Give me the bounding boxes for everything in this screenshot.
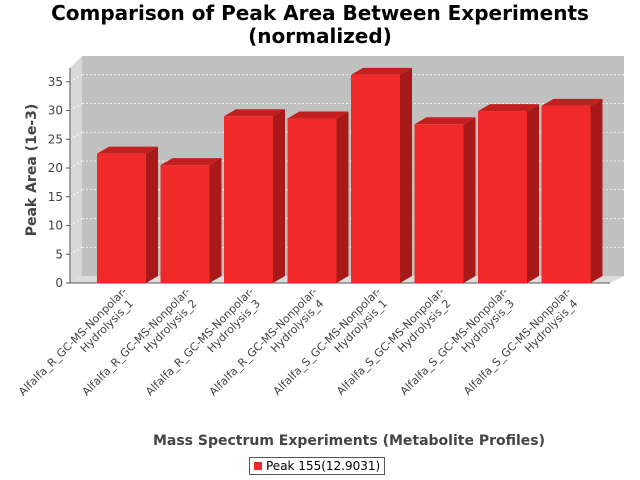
bar-side <box>400 67 412 283</box>
bar-front <box>351 74 400 283</box>
bar-side <box>590 98 603 284</box>
bar-top <box>287 111 349 119</box>
x-tick-label: Alfalfa_S_GC-MS-Nonpolar-Hydrolysis_1 <box>271 285 393 407</box>
bar <box>287 111 349 283</box>
bar-top <box>478 104 539 112</box>
bar-front <box>287 118 337 283</box>
bar-side <box>527 104 539 283</box>
bar-top <box>414 117 476 125</box>
y-tick-label: 20 <box>48 161 63 175</box>
bar-side <box>146 146 158 283</box>
bar <box>224 109 285 283</box>
bar <box>414 117 476 283</box>
x-tick-label: Alfalfa_R_GC-MS-Nonpolar-Hydrolysis_2 <box>80 285 203 408</box>
bars <box>97 67 603 284</box>
y-tick-label: 35 <box>48 75 63 89</box>
x-tick-label: Alfalfa_S_GC-MS-Nonpolar-Hydrolysis_4 <box>461 285 583 407</box>
chart-title-line-1: Comparison of Peak Area Between Experime… <box>51 1 589 25</box>
chart-title-line-2: (normalized) <box>248 24 392 48</box>
legend-series-name: Peak 155(12.9031) <box>266 459 381 473</box>
y-tick-label: 25 <box>48 132 63 146</box>
bar-top <box>541 98 603 106</box>
bar-front <box>97 153 146 283</box>
bar <box>97 146 158 283</box>
y-tick-label: 10 <box>48 219 63 233</box>
x-axis-label: Mass Spectrum Experiments (Metabolite Pr… <box>153 433 545 449</box>
bar-top <box>160 158 222 166</box>
plot-left-wall <box>70 56 82 283</box>
bar-side <box>209 158 222 283</box>
bar-front <box>414 124 464 283</box>
x-tick-label: Alfalfa_R_GC-MS-Nonpolar-Hydrolysis_1 <box>16 285 139 408</box>
bar-front <box>478 111 527 283</box>
y-axis-label: Peak Area (1e-3) <box>24 104 40 237</box>
x-tick-label: Alfalfa_S_GC-MS-Nonpolar-Hydrolysis_2 <box>334 285 456 407</box>
bar-front <box>224 116 273 283</box>
x-tick-label: Alfalfa_R_GC-MS-Nonpolar-Hydrolysis_3 <box>143 285 266 408</box>
bar-side <box>336 111 349 283</box>
x-tick-label: Alfalfa_R_GC-MS-Nonpolar-Hydrolysis_4 <box>207 285 330 408</box>
y-tick-label: 30 <box>48 104 63 118</box>
y-axis-ticks: 0 5 10 15 20 25 30 35 <box>48 75 70 290</box>
y-tick-label: 5 <box>55 247 63 261</box>
bar <box>351 67 412 283</box>
legend-swatch <box>254 462 262 470</box>
y-tick-label: 15 <box>48 190 63 204</box>
bar <box>478 104 539 283</box>
bar-top <box>97 146 158 154</box>
chart-title: Comparison of Peak Area Between Experime… <box>0 2 640 48</box>
bar-top <box>224 109 285 117</box>
bar-side <box>273 109 285 283</box>
bar <box>160 158 222 283</box>
bar-front <box>160 165 210 283</box>
bar <box>541 98 603 284</box>
x-axis-tick-labels: Alfalfa_R_GC-MS-Nonpolar-Hydrolysis_1Alf… <box>16 285 583 408</box>
x-tick-label-line: Alfalfa_R_GC-MS-Nonpolar- <box>16 285 129 398</box>
bar-front <box>541 105 591 284</box>
bar-side <box>463 117 476 283</box>
legend: Peak 155(12.9031) <box>249 457 386 475</box>
x-tick-label: Alfalfa_S_GC-MS-Nonpolar-Hydrolysis_3 <box>398 285 520 407</box>
bar-top <box>351 67 412 75</box>
y-tick-label: 0 <box>55 276 63 290</box>
